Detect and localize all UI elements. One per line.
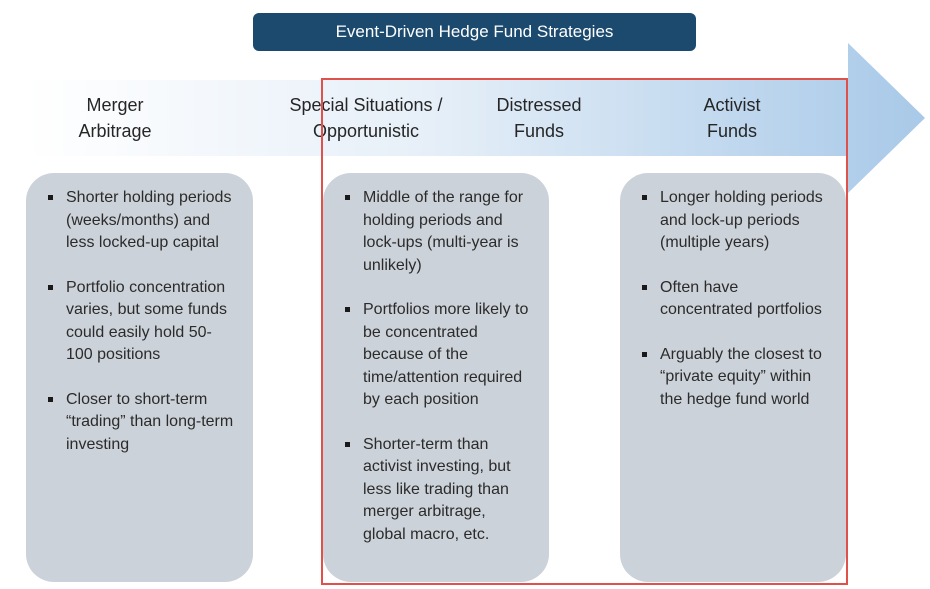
bullet-list: Middle of the range for holding periods …: [345, 187, 531, 546]
stage-label-line1: Activist: [703, 95, 761, 115]
spectrum-arrow: [25, 43, 925, 193]
stage-label-line1: Special Situations /: [289, 95, 443, 115]
bullet-item: Middle of the range for holding periods …: [345, 187, 531, 277]
card-activist-funds: Longer holding periods and lock-up perio…: [620, 173, 846, 582]
page-title: Event-Driven Hedge Fund Strategies: [335, 22, 614, 41]
arrow-body: [25, 43, 925, 193]
bullet-list: Shorter holding periods (weeks/months) a…: [48, 187, 235, 456]
bullet-item: Longer holding periods and lock-up perio…: [642, 187, 828, 255]
stage-special-situations: Special Situations / Opportunistic: [276, 92, 456, 144]
bullet-item: Closer to short-term “trading” than long…: [48, 389, 235, 457]
bullet-item: Often have concentrated portfolios: [642, 277, 828, 322]
bullet-item: Portfolios more likely to be concentrate…: [345, 299, 531, 412]
bullet-item: Shorter-term than activist investing, bu…: [345, 434, 531, 547]
stage-label-line2: Opportunistic: [312, 121, 420, 141]
bullet-item: Arguably the closest to “private equity”…: [642, 344, 828, 412]
bullet-item: Shorter holding periods (weeks/months) a…: [48, 187, 235, 255]
stage-activist-funds: Activist Funds: [672, 92, 792, 144]
highlight-box: [321, 78, 848, 585]
stage-distressed-funds: Distressed Funds: [479, 92, 599, 144]
stage-label-line2: Arbitrage: [78, 121, 152, 141]
stage-label-line2: Funds: [706, 121, 758, 141]
stage-label-line2: Funds: [513, 121, 565, 141]
stage-label-line1: Merger: [86, 95, 144, 115]
stage-label-line1: Distressed: [496, 95, 582, 115]
title-banner: Event-Driven Hedge Fund Strategies: [253, 13, 696, 51]
card-merger-arbitrage: Shorter holding periods (weeks/months) a…: [26, 173, 253, 582]
stage-merger-arbitrage: Merger Arbitrage: [55, 92, 175, 144]
card-special-situations-distressed: Middle of the range for holding periods …: [323, 173, 549, 582]
bullet-list: Longer holding periods and lock-up perio…: [642, 187, 828, 411]
bullet-item: Portfolio concentration varies, but some…: [48, 277, 235, 367]
